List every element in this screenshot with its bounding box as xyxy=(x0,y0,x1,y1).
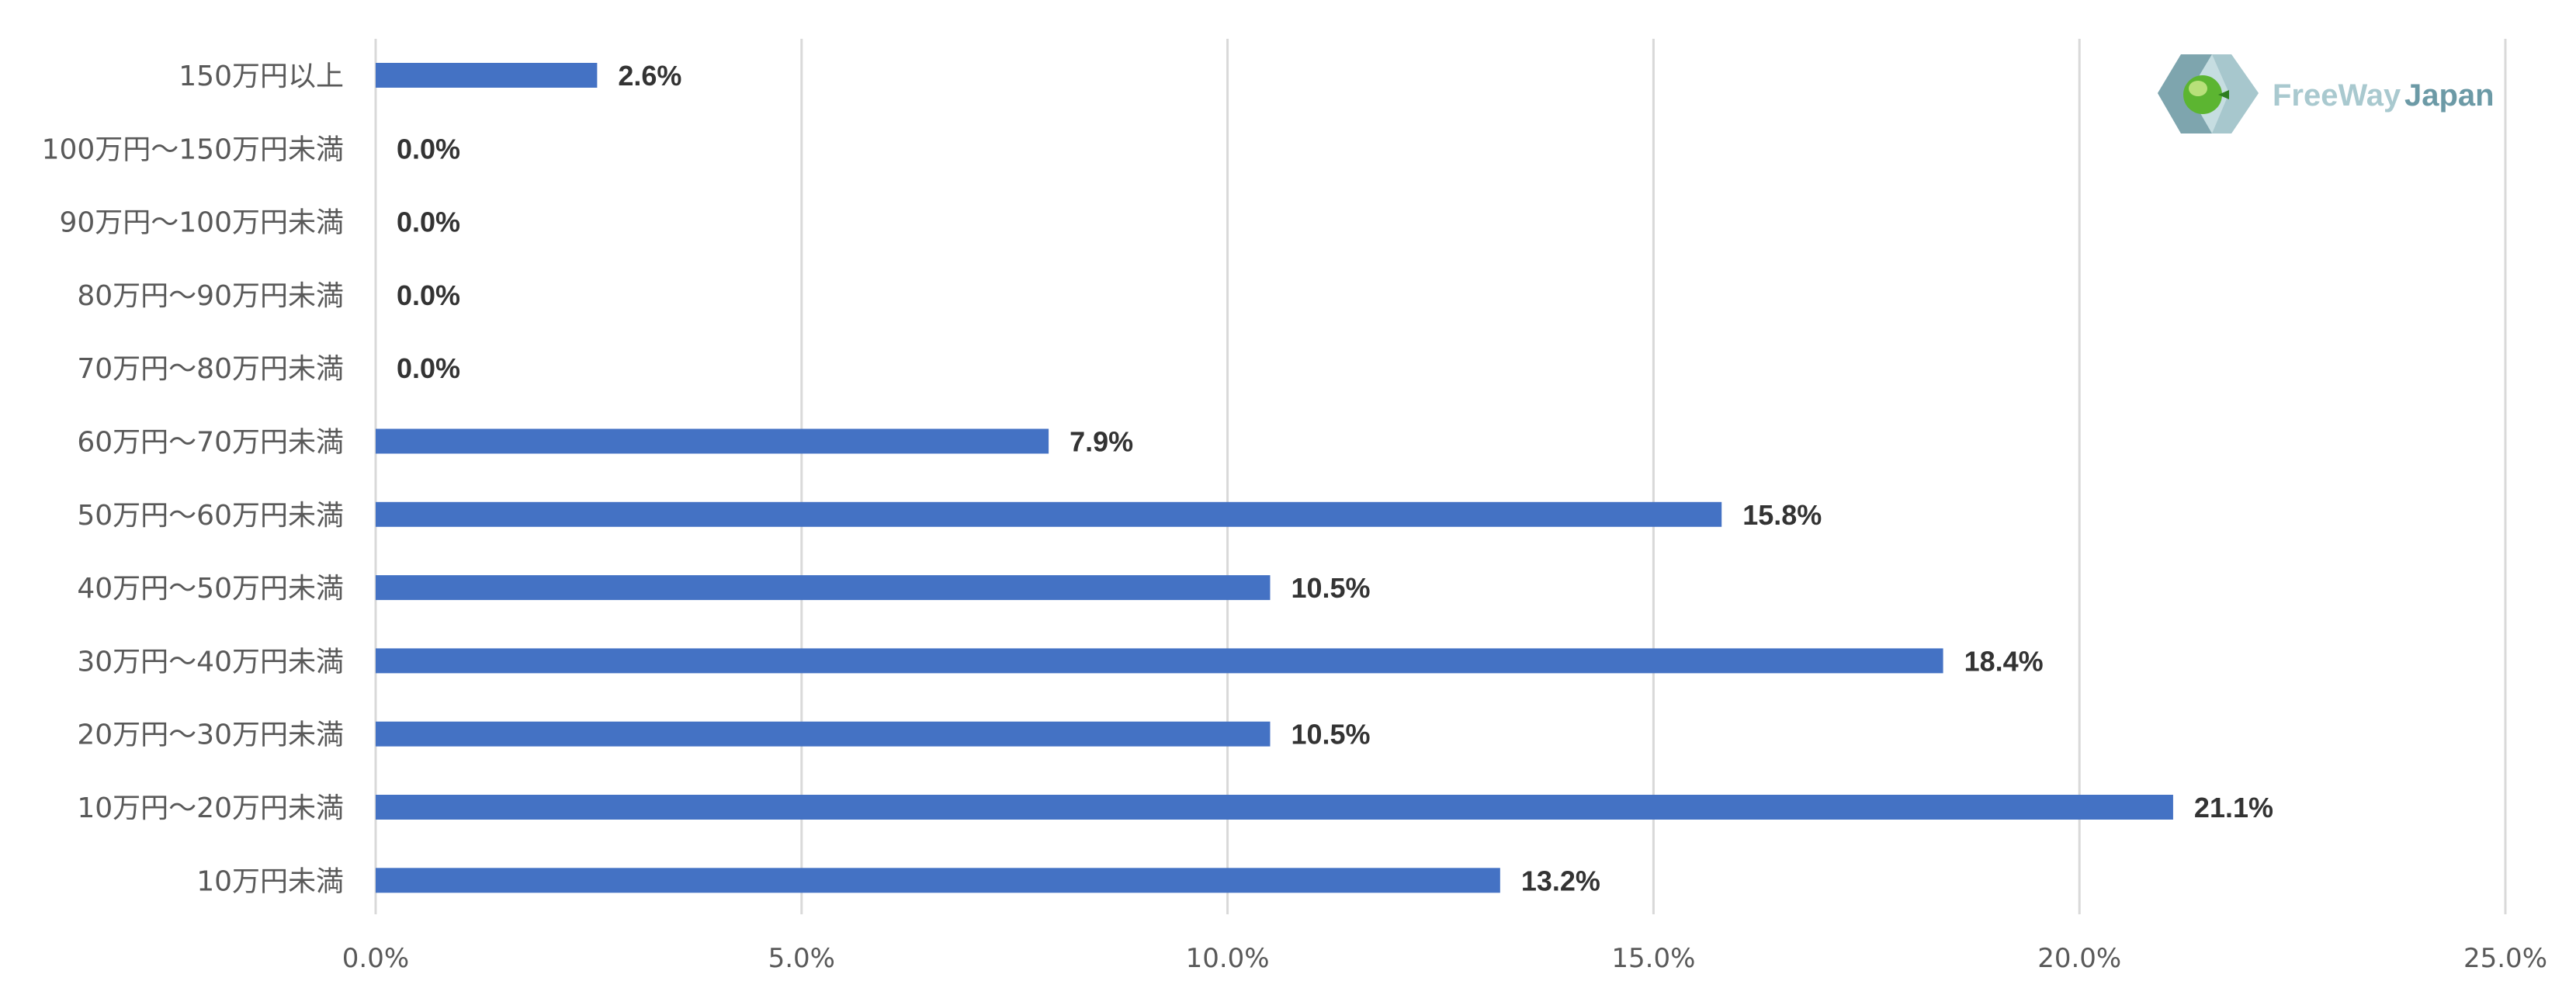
bar xyxy=(376,575,1271,601)
category-label: 70万円～80万円未満 xyxy=(77,353,344,385)
logo-text-japan: Japan xyxy=(2404,78,2495,113)
data-labels: 2.6% 0.0% 0.0% 0.0% 0.0% 7.9% 15.8% 10.5% 18.4% 1… xyxy=(397,60,2273,896)
data-label: 21.1% xyxy=(2194,792,2273,823)
category-label: 80万円～90万円未満 xyxy=(77,280,344,312)
data-label: 18.4% xyxy=(1964,645,2044,677)
category-label: 10万円～20万円未満 xyxy=(77,792,344,824)
data-label: 15.8% xyxy=(1742,499,1822,531)
logo-orb-tail xyxy=(2218,90,2229,99)
bar xyxy=(376,63,598,88)
data-label: 13.2% xyxy=(1521,865,1600,896)
data-label: 0.0% xyxy=(397,279,460,311)
logo-hex-light xyxy=(2212,54,2259,133)
category-label: 30万円～40万円未満 xyxy=(77,646,344,678)
bar xyxy=(376,868,1500,893)
category-label: 90万円～100万円未満 xyxy=(59,207,344,239)
logo-text-freeway: FreeWay xyxy=(2273,78,2401,113)
data-label: 0.0% xyxy=(397,352,460,384)
bar xyxy=(376,428,1049,454)
x-tick-label: 5.0% xyxy=(768,943,835,974)
logo-green-orb-shine xyxy=(2189,81,2207,96)
category-label: 60万円～70万円未満 xyxy=(77,427,344,459)
category-labels: 150万円以上 100万円～150万円未満 90万円～100万円未満 80万円～90万… xyxy=(42,61,344,897)
x-tick-label: 15.0% xyxy=(1611,943,1695,974)
category-label: 40万円～50万円未満 xyxy=(77,573,344,605)
x-tick-label: 25.0% xyxy=(2463,943,2547,974)
bars xyxy=(376,63,2173,893)
data-label: 2.6% xyxy=(618,60,681,92)
data-label: 0.0% xyxy=(397,133,460,165)
bar xyxy=(376,795,2173,820)
data-label: 10.5% xyxy=(1291,572,1370,604)
bar xyxy=(376,721,1271,747)
x-tick-label: 10.0% xyxy=(1186,943,1270,974)
x-axis-tick-labels: 0.0% 5.0% 10.0% 15.0% 20.0% 25.0% xyxy=(342,943,2547,974)
gridlines xyxy=(374,39,2507,914)
data-label: 0.0% xyxy=(397,206,460,238)
data-label: 7.9% xyxy=(1070,426,1133,458)
x-tick-label: 20.0% xyxy=(2037,943,2121,974)
category-label: 150万円以上 xyxy=(179,61,344,92)
x-tick-label: 0.0% xyxy=(342,943,409,974)
category-label: 10万円未満 xyxy=(196,865,344,897)
category-label: 50万円～60万円未満 xyxy=(77,500,344,532)
freewayjapan-logo: FreeWay Japan xyxy=(2158,54,2495,133)
data-label: 10.5% xyxy=(1291,719,1370,751)
bar xyxy=(376,648,1943,674)
category-label: 20万円～30万円未満 xyxy=(77,719,344,751)
bar xyxy=(376,501,1722,527)
category-label: 100万円～150万円未満 xyxy=(42,133,344,165)
